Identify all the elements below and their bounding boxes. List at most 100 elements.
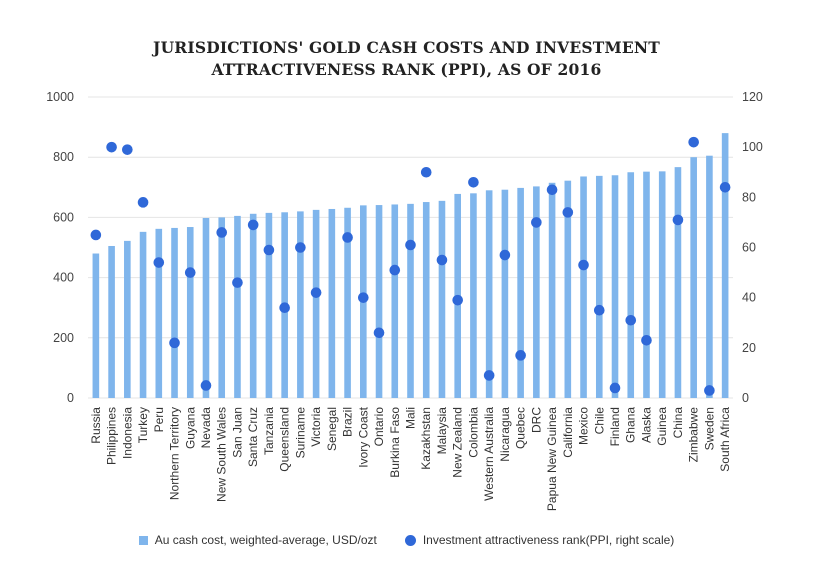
rank-point <box>216 227 228 238</box>
bar <box>674 167 682 398</box>
right-tick-label: 100 <box>742 140 763 154</box>
rank-point <box>373 327 385 339</box>
rank-point <box>137 197 149 208</box>
rank-point <box>295 242 306 253</box>
left-axis-ticks: 0 200 400 600 800 1000 <box>46 90 74 405</box>
bar <box>438 200 446 398</box>
rank-point <box>688 136 699 148</box>
category-label: Quebec <box>514 407 528 449</box>
category-label: Kazakhstan <box>419 407 433 470</box>
left-tick-label: 400 <box>53 271 74 285</box>
category-label: New Zealand <box>451 407 465 478</box>
left-tick-label: 0 <box>67 391 74 405</box>
rank-point <box>609 382 621 394</box>
legend-entry-ppi-rank: Investment attractiveness rank(PPI, righ… <box>404 533 675 547</box>
bar <box>391 204 399 398</box>
left-tick-label: 200 <box>53 331 74 345</box>
rank-point <box>184 267 196 278</box>
category-labels: Russia Philippines Indonesia Turkey Peru Nort… <box>89 406 732 511</box>
right-tick-label: 0 <box>742 391 749 405</box>
rank-point <box>719 182 731 193</box>
bar <box>218 217 226 398</box>
bar <box>533 186 540 398</box>
bar <box>658 171 666 398</box>
legend: Au cash cost, weighted-average, USD/ozt … <box>0 533 813 547</box>
bar <box>706 155 713 398</box>
category-label: Alaska <box>639 407 653 443</box>
bar-series <box>92 133 729 398</box>
rank-point <box>232 277 243 288</box>
category-label: Zimbabwe <box>687 407 701 463</box>
rank-point <box>578 259 589 271</box>
category-label: Malaysia <box>435 407 449 455</box>
bar <box>92 253 100 398</box>
rank-point <box>562 207 574 218</box>
category-label: Santa Cruz <box>246 407 260 467</box>
rank-point <box>483 370 495 381</box>
rank-point <box>358 292 369 303</box>
rank-point <box>169 337 180 349</box>
legend-bar-swatch <box>138 535 148 545</box>
category-label: Brazil <box>341 407 355 437</box>
category-label: Western Australia <box>482 407 496 501</box>
chart-title-line-1: JURISDICTIONS' GOLD CASH COSTS AND INVES… <box>153 38 660 57</box>
rank-point <box>342 232 353 243</box>
category-label: San Juan <box>230 407 244 458</box>
bar <box>328 208 336 398</box>
category-label: Indonesia <box>120 407 134 459</box>
chart-title: JURISDICTIONS' GOLD CASH COSTS AND INVES… <box>0 37 813 81</box>
category-label: Mali <box>404 407 418 429</box>
legend-label-cash-cost: Au cash cost, weighted-average, USD/ozt <box>154 533 377 547</box>
rank-point <box>279 302 290 314</box>
bar <box>375 205 383 398</box>
rank-point <box>641 335 652 346</box>
category-label: California <box>561 407 575 458</box>
right-axis-ticks: 0 20 40 60 80 100 120 <box>742 90 763 405</box>
rank-point <box>672 214 684 226</box>
rank-point <box>106 141 117 153</box>
rank-point <box>310 287 322 298</box>
rank-point <box>90 229 102 241</box>
category-label: Mexico <box>577 407 591 445</box>
category-label: Guinea <box>655 407 669 446</box>
chart-title-line-2: ATTRACTIVENESS RANK (PPI), AS OF 2016 <box>211 60 602 79</box>
rank-point <box>704 385 715 396</box>
category-label: Burkina Faso <box>388 407 402 478</box>
bar <box>595 175 603 398</box>
legend-dot-swatch <box>404 534 416 546</box>
rank-point <box>122 144 133 155</box>
category-label: Guyana <box>183 407 197 449</box>
category-label: Tanzania <box>262 407 276 455</box>
bar <box>407 203 414 398</box>
category-label: Papua New Guinea <box>545 407 559 511</box>
bar <box>470 193 477 398</box>
legend-entry-cash-cost: Au cash cost, weighted-average, USD/ozt <box>138 533 377 547</box>
left-tick-label: 600 <box>53 210 74 224</box>
rank-point <box>263 244 275 256</box>
dot-series <box>90 136 731 396</box>
bar <box>155 228 163 398</box>
bar <box>186 227 194 398</box>
rank-point <box>625 314 637 326</box>
rank-point <box>593 304 605 316</box>
bar <box>139 231 147 398</box>
category-label: South Africa <box>718 407 732 472</box>
rank-point <box>531 217 542 228</box>
category-label: Ontario <box>372 407 386 447</box>
category-label: New South Wales <box>215 407 229 502</box>
rank-point <box>389 264 401 276</box>
bar <box>265 212 273 398</box>
category-label: Nevada <box>199 407 213 449</box>
rank-point <box>436 254 448 266</box>
left-tick-label: 1000 <box>46 90 74 104</box>
legend-label-ppi-rank: Investment attractiveness rank(PPI, righ… <box>422 533 675 547</box>
right-tick-label: 60 <box>742 241 756 255</box>
rank-point <box>452 294 463 306</box>
bar <box>249 213 257 398</box>
bar <box>564 180 572 398</box>
rank-point <box>200 380 212 391</box>
rank-point <box>468 176 479 188</box>
rank-point <box>247 219 259 231</box>
rank-point <box>420 166 432 178</box>
